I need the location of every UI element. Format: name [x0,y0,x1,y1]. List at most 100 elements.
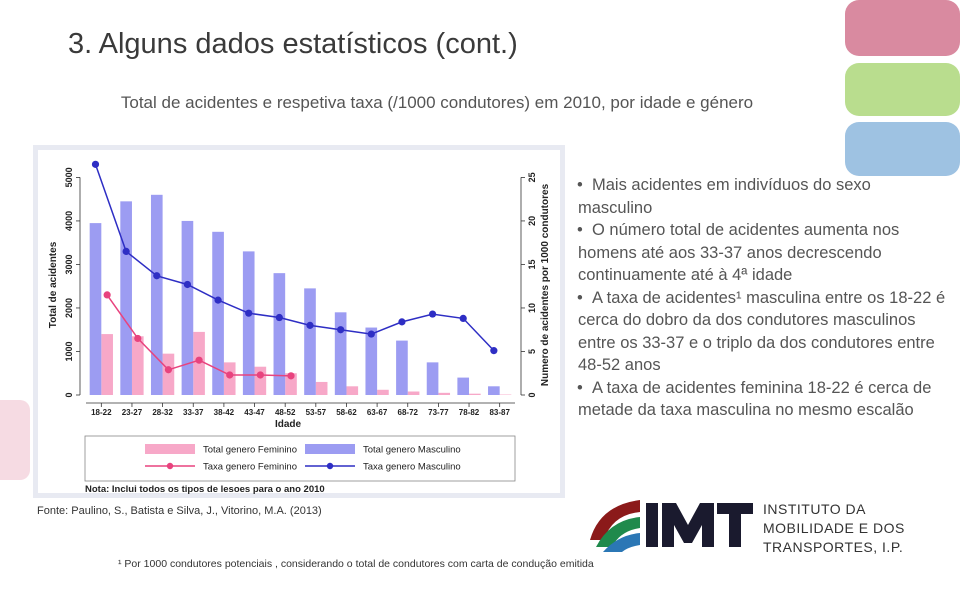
x-tick-label: 33-37 [183,408,204,417]
x-tick-label: 53-57 [306,408,327,417]
x-tick-label: 68-72 [398,408,419,417]
line-point [214,296,222,304]
bar [150,194,163,395]
bar [346,386,359,395]
line [94,164,495,352]
y2-tick-label: 20 [527,216,537,226]
logo-line: TRANSPORTES, I.P. [763,539,904,555]
bar [273,273,286,395]
line-point [226,371,234,379]
line-point [459,314,467,323]
bar [162,353,175,395]
line-point [306,321,314,329]
legend-swatch [145,444,195,454]
bar [365,327,378,395]
bullet-item: • Mais acidentes em indivíduos do sexo ma… [577,174,948,219]
bullet-item: • O número total de acidentes aumenta nos… [577,219,948,287]
bullet-text: A taxa de acidentes feminina 18-22 é cer… [578,378,932,420]
legend-label: Total genero Feminino [203,445,297,456]
chart-note: Nota: Inclui todos os tipos de lesoes pa… [85,484,325,495]
x-axis-label: Idade [275,419,302,430]
decor-square [845,122,960,176]
line-point [398,318,406,326]
bar [469,393,481,395]
bar [254,366,267,395]
x-tick-label: 78-82 [459,408,480,417]
legend-label: Total genero Masculino [363,445,461,456]
bar [438,392,451,395]
footnote: ¹ Por 1000 condutores potenciais , consi… [118,558,594,570]
x-tick-label: 23-27 [122,408,143,417]
bullet-text: Mais acidentes em indivíduos do sexo mas… [578,176,871,217]
line-point [287,372,295,380]
logo-line: INSTITUTO DA [763,501,866,517]
decor-square [845,0,960,56]
y2-axis-label: Numero de acidentes por 1000 condutores [540,183,551,386]
line-point [103,291,111,299]
bar [181,220,194,395]
bar [396,340,408,395]
bar [334,312,347,395]
y-tick-label: 0 [64,392,74,397]
x-tick-label: 28-32 [152,408,173,417]
logo-text: INSTITUTO DA MOBILIDADE E DOS TRANSPORTES,… [763,500,905,557]
source: Fonte: Paulino, S., Batista e Silva, J.,… [37,505,322,517]
y-tick-label: 1000 [64,341,74,361]
bar [242,251,255,395]
y2-tick-label: 5 [527,349,537,354]
bullet-item: • A taxa de acidentes feminina 18-22 é ce… [577,377,948,422]
x-tick-label: 83-87 [489,408,510,417]
y-tick-label: 2000 [64,298,74,318]
bar [426,362,439,395]
y2-tick-label: 10 [527,303,537,313]
legend-box [84,435,516,482]
x-tick-label: 73-77 [428,408,449,417]
x-tick-label: 58-62 [336,408,357,417]
legend-swatch [326,462,334,470]
x-tick-label: 18-22 [91,408,112,417]
bar [120,201,132,395]
decor-square [0,400,30,480]
bullet-dot: • [577,378,583,397]
legend-label: Taxa genero Feminino [203,462,297,473]
decor-square [845,63,960,116]
legend-swatch [305,444,355,454]
line-point [490,347,498,355]
bar [457,377,470,395]
y-tick-label: 3000 [64,254,74,274]
x-tick-label: 38-42 [214,408,235,417]
bullet-list: • Mais acidentes em indivíduos do sexo ma… [577,174,948,422]
bullet-dot: • [577,176,583,194]
line-point [245,309,253,317]
line-point [337,326,345,334]
line-point [134,334,142,343]
legend-swatch [166,462,174,470]
line-point [164,366,173,374]
slide-title: 3. Alguns dados estatísticos (cont.) [68,28,518,60]
logo-line: MOBILIDADE E DOS [763,520,905,536]
line-point [275,313,283,322]
legend-label: Taxa genero Masculino [363,462,461,473]
bar [101,334,113,395]
bullet-text: A taxa de acidentes¹ masculina entre os … [578,288,946,375]
y-axis-label: Total de acidentes [48,241,59,328]
bar [304,288,316,395]
bar [377,389,389,395]
x-tick-label: 63-67 [367,408,388,417]
y2-tick-label: 15 [527,259,537,269]
bar [223,362,236,395]
line-point [122,247,130,255]
bar [131,336,144,395]
line-point [153,272,161,280]
line-point [195,356,203,364]
bar [285,373,297,395]
x-tick-label: 48-52 [275,408,296,417]
slide-subtitle: Total de acidentes e respetiva taxa (/10… [120,93,754,112]
x-tick-label: 43-47 [244,408,265,417]
line-point [367,330,375,338]
y2-tick-label: 25 [527,172,537,182]
logo-mark [590,500,753,552]
line-point [256,371,264,379]
